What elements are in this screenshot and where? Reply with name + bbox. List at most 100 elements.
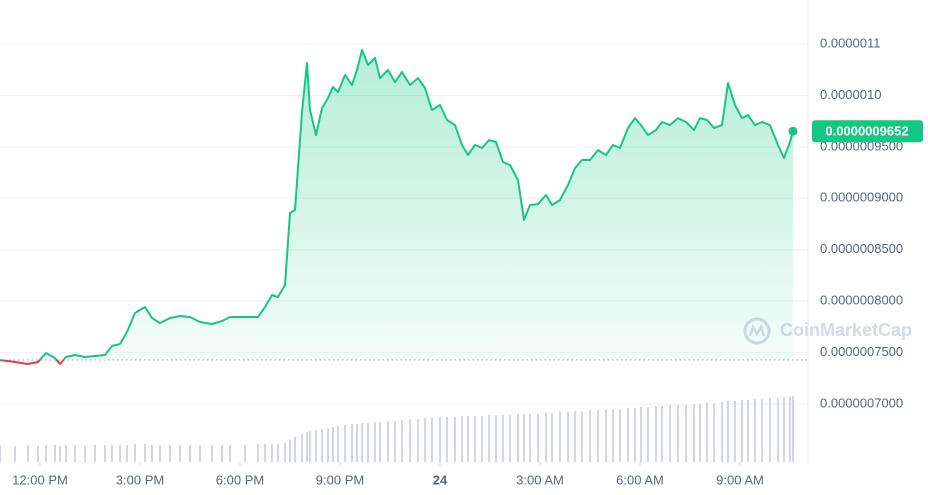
volume-bar: [551, 413, 553, 462]
volume-bar: [257, 444, 259, 462]
volume-bar: [661, 406, 663, 462]
current-price-box: [812, 120, 923, 143]
volume-bar: [597, 410, 599, 462]
volume-bar: [727, 401, 729, 462]
volume-bar: [589, 410, 591, 462]
volume-bar: [439, 417, 441, 462]
volume-bar: [559, 412, 561, 462]
volume-bar: [777, 398, 779, 462]
volume-bar: [502, 415, 504, 462]
volume-bar: [315, 430, 317, 462]
x-tick-label: 12:00 PM: [12, 472, 68, 487]
volume-bar: [677, 405, 679, 462]
volume-bar: [221, 445, 223, 462]
volume-bar: [647, 407, 649, 462]
x-tick-label: 3:00 AM: [516, 472, 564, 487]
volume-bar: [74, 445, 76, 462]
volume-bar: [431, 418, 433, 462]
volume-bar: [581, 411, 583, 462]
volume-bar: [344, 425, 346, 462]
current-price-label: 0.0000009652: [825, 124, 908, 139]
volume-bar: [361, 423, 363, 462]
volume-bar: [321, 429, 323, 462]
volume-bar: [54, 445, 56, 462]
y-tick-label: 0.0000009000: [820, 190, 903, 205]
volume-bar: [309, 431, 311, 462]
volume-bar: [792, 396, 794, 462]
volume-bar: [65, 445, 67, 462]
volume-bar: [693, 404, 695, 462]
volume-bar: [517, 414, 519, 462]
current-dot: [788, 126, 798, 136]
volume-bar: [640, 407, 642, 462]
volume-bar: [655, 406, 657, 462]
volume-bar: [94, 445, 96, 462]
volume-bar: [529, 414, 531, 462]
volume-bar: [424, 418, 426, 462]
volume-bar: [537, 414, 539, 462]
volume-bar: [27, 445, 29, 462]
volume-bar: [45, 445, 47, 462]
watermark: CoinMarketCap: [780, 320, 912, 340]
volume-bar: [761, 399, 763, 462]
volume-bar: [332, 427, 334, 462]
volume-bar: [211, 445, 213, 462]
x-tick-label: 3:00 PM: [116, 472, 164, 487]
volume-bar: [351, 424, 353, 462]
volume-bar: [669, 405, 671, 462]
volume-bar: [417, 419, 419, 462]
volume-bar: [284, 443, 286, 462]
volume-bar: [0, 445, 1, 462]
x-tick-label: 9:00 PM: [316, 472, 364, 487]
volume-bar: [119, 445, 121, 462]
volume-bar: [605, 409, 607, 462]
volume-bar: [151, 445, 153, 462]
volume-bar: [337, 426, 339, 462]
x-tick-label: 6:00 PM: [216, 472, 264, 487]
volume-bar: [294, 437, 296, 462]
volume-bar: [467, 416, 469, 462]
volume-bar: [567, 412, 569, 462]
volume-bar: [446, 417, 448, 462]
volume-bar: [783, 397, 785, 462]
volume-bar: [179, 445, 181, 462]
volume-bar: [706, 403, 708, 462]
volume-bar: [387, 421, 389, 462]
volume-bar: [409, 419, 411, 462]
volume-bar: [271, 444, 273, 462]
volume-bar: [59, 446, 61, 462]
volume-bar: [612, 409, 614, 462]
volume-bar: [84, 446, 86, 462]
y-tick-label: 0.0000011: [820, 35, 881, 50]
volume-bar: [199, 445, 201, 462]
volume-bar: [14, 446, 16, 462]
volume-bar: [713, 403, 715, 462]
y-tick-label: 0.0000007500: [820, 344, 903, 359]
x-tick-label: 24: [433, 472, 448, 487]
volume-bar: [545, 413, 547, 462]
y-tick-label: 0.0000010: [820, 87, 881, 102]
volume-bar: [144, 444, 146, 462]
volume-bar: [461, 416, 463, 462]
volume-bar: [289, 440, 291, 462]
volume-bar: [488, 415, 490, 462]
volume-bar: [685, 405, 687, 462]
volume-bar: [454, 417, 456, 462]
y-tick-label: 0.0000008500: [820, 241, 903, 256]
area-fill: [0, 50, 793, 360]
volume-bar: [574, 411, 576, 462]
volume-bar: [474, 416, 476, 462]
volume-bar: [367, 423, 369, 462]
labels: 0.00000110.00000100.00000095000.00000090…: [12, 35, 923, 487]
volume-bar: [741, 400, 743, 462]
volume-bar: [229, 445, 231, 462]
volume-bar: [699, 404, 701, 462]
volume-bar: [277, 444, 279, 462]
volume-bar: [509, 415, 511, 462]
volume-bar: [111, 445, 113, 462]
volume-bar: [481, 416, 483, 462]
volume: [0, 396, 794, 462]
volume-bar: [244, 445, 246, 462]
volume-bar: [159, 445, 161, 462]
